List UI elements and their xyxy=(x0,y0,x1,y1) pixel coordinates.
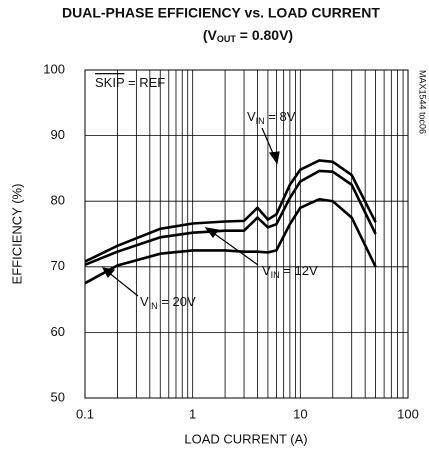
y-tick-label: 50 xyxy=(51,389,65,404)
line-series xyxy=(84,159,377,263)
x-tick-label: 10 xyxy=(293,406,307,421)
annotation-sub: IN xyxy=(256,116,265,126)
subtitle-part: = 0.80V) xyxy=(236,27,293,43)
arrow-head xyxy=(204,227,220,239)
annotations: SKIP = REF VIN = 8V VIN = 12V VIN = 20V xyxy=(95,75,318,311)
subtitle-sub: OUT xyxy=(217,34,237,44)
annotation: VIN = 12V xyxy=(262,263,318,280)
arrow xyxy=(107,271,139,297)
annotation-sub: IN xyxy=(149,301,158,311)
annotation-sub: IN xyxy=(271,270,280,280)
arrows xyxy=(101,127,280,297)
x-axis-label: LOAD CURRENT (A) xyxy=(184,431,307,446)
line-series xyxy=(84,169,377,267)
chart-title: DUAL-PHASE EFFICIENCY vs. LOAD CURRENT xyxy=(62,5,380,21)
x-tick-label: 100 xyxy=(397,406,419,421)
annotation: VIN = 20V xyxy=(140,294,196,311)
annotation-part: = 12V xyxy=(280,263,318,278)
x-tick-label: 0.1 xyxy=(76,406,94,421)
y-tick-label: 100 xyxy=(43,61,65,76)
line-series xyxy=(84,197,377,285)
y-tick-label: 80 xyxy=(51,193,65,208)
y-tick-label: 70 xyxy=(51,258,65,273)
annotation-part: V xyxy=(140,294,149,309)
figure-code: MAX1544 toc06 xyxy=(418,70,428,134)
x-tick-label: 1 xyxy=(189,406,196,421)
annotation-part: = REF xyxy=(124,75,165,90)
arrow-head xyxy=(268,151,280,165)
y-axis-label: EFFICIENCY (%) xyxy=(9,184,24,285)
subtitle-part: (V xyxy=(203,27,218,43)
y-tick-label: 90 xyxy=(51,127,65,142)
chart-subtitle: (VOUT = 0.80V) xyxy=(203,27,293,45)
annotation-part: = 8V xyxy=(265,109,296,124)
annotation: VIN = 8V xyxy=(247,109,296,126)
y-tick-label: 60 xyxy=(51,324,65,339)
annotation-part: SKIP xyxy=(95,75,124,90)
annotation: SKIP = REF xyxy=(95,75,165,90)
annotation-part: V xyxy=(262,263,271,278)
annotation-part: = 20V xyxy=(158,294,196,309)
annotation-part: V xyxy=(247,109,256,124)
arrow-head xyxy=(101,267,116,279)
arrow xyxy=(211,231,259,266)
